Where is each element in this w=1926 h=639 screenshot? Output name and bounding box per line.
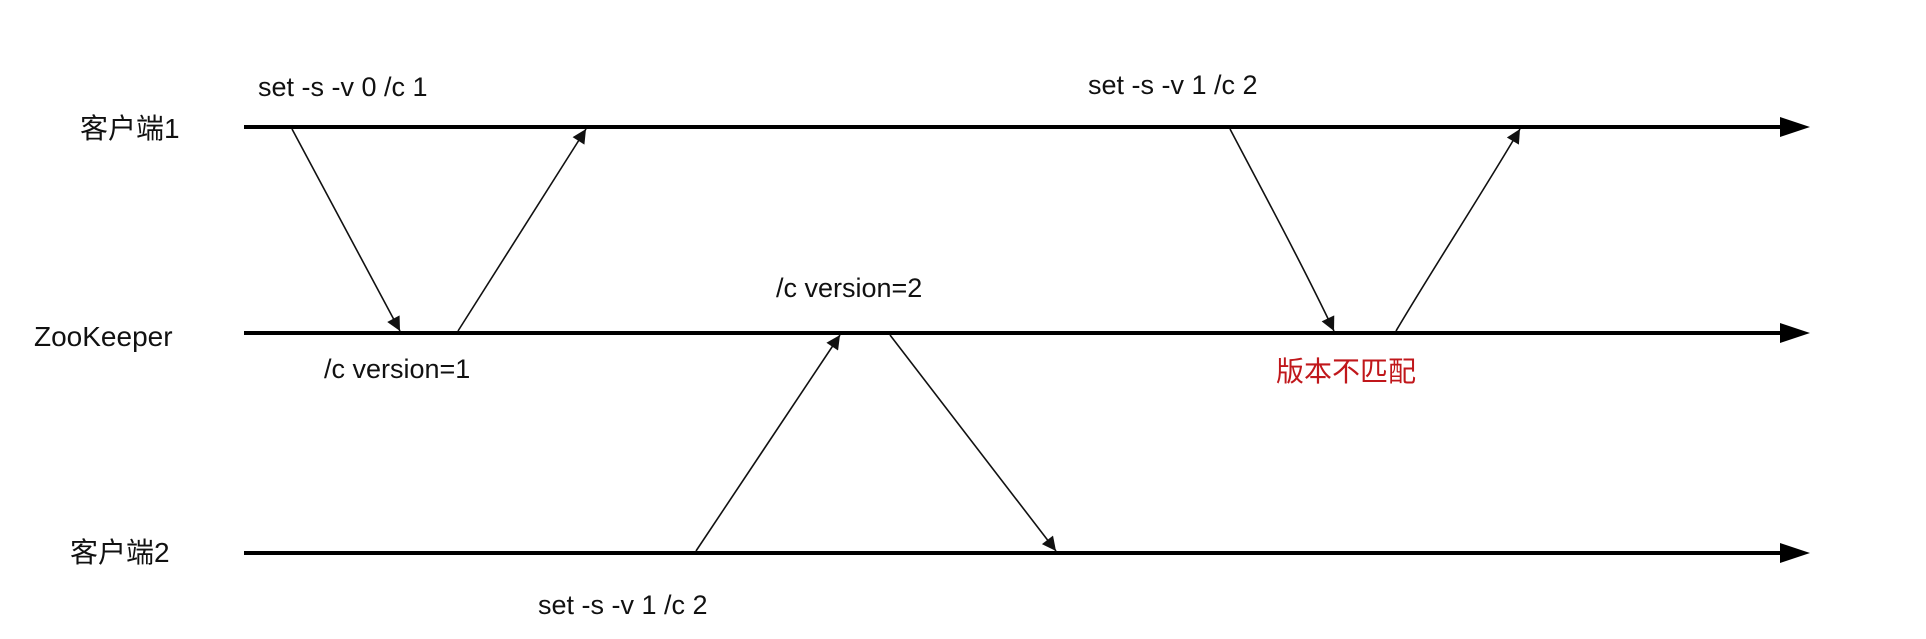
timeline-zookeeper	[244, 323, 1810, 343]
label-zk-version1: /c version=1	[324, 354, 470, 384]
arrow-client1-to-zk-second	[1229, 128, 1335, 332]
label-zk-version2: /c version=2	[776, 273, 922, 303]
label-client1-set-v1: set -s -v 1 /c 2	[1088, 70, 1258, 100]
lane-label-client1: 客户端1	[80, 113, 180, 144]
arrow-zk-to-client1-first	[457, 128, 587, 332]
timeline-client2	[244, 543, 1810, 563]
arrow-zk-to-client1-second	[1395, 128, 1521, 332]
arrow-client2-to-zk	[695, 334, 841, 552]
arrow-client1-to-zk-first	[291, 128, 401, 332]
timeline-client1	[244, 117, 1810, 137]
lane-label-client2: 客户端2	[70, 537, 170, 568]
label-client2-set-v1: set -s -v 1 /c 2	[538, 590, 708, 620]
label-version-mismatch: 版本不匹配	[1276, 356, 1416, 387]
label-client1-set-v0: set -s -v 0 /c 1	[258, 72, 428, 102]
arrow-zk-to-client2	[889, 334, 1057, 552]
lane-label-zookeeper: ZooKeeper	[34, 321, 173, 352]
